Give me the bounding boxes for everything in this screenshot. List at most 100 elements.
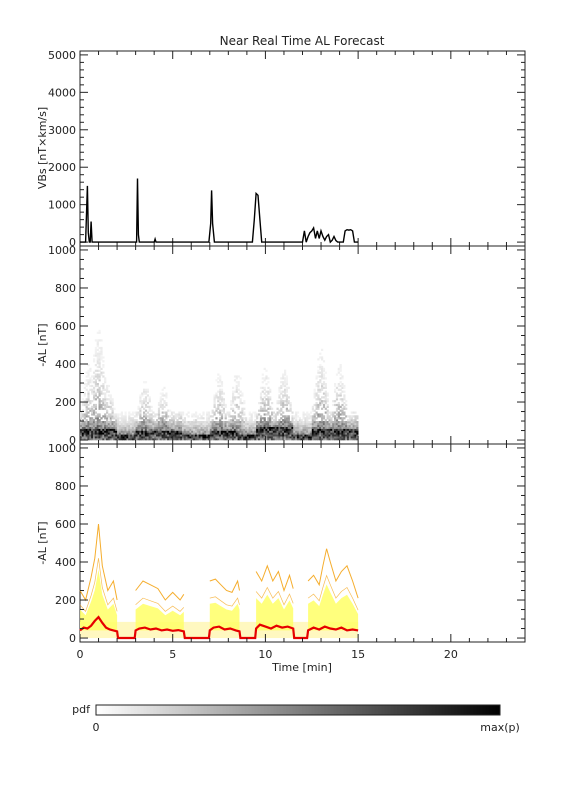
- pdf-cell: [343, 386, 346, 389]
- pdf-cell: [339, 365, 342, 369]
- pdf-cell: [106, 422, 109, 426]
- pdf-cell: [348, 434, 352, 437]
- pdf-cell: [219, 398, 222, 401]
- pdf-cell: [144, 405, 148, 408]
- pdf-cell: [334, 432, 337, 435]
- pdf-cell: [254, 424, 257, 427]
- pdf-cell: [343, 430, 346, 433]
- pdf-cell: [183, 434, 186, 437]
- pdf-cell: [94, 381, 97, 384]
- pdf-cell: [130, 432, 133, 435]
- pdf-cell: [354, 428, 357, 431]
- pdf-cell: [152, 434, 155, 437]
- pdf-cell: [217, 400, 220, 403]
- pdf-cell: [220, 417, 224, 420]
- pdf-cell: [89, 388, 92, 391]
- pdf-cell: [87, 369, 90, 372]
- pdf-cell: [291, 417, 294, 420]
- pdf-cell: [326, 430, 329, 433]
- pdf-cell: [89, 402, 92, 405]
- pdf-cell: [276, 400, 279, 403]
- pdf-cell: [296, 428, 300, 431]
- pdf-cell: [85, 402, 88, 405]
- pdf-cell: [81, 428, 85, 431]
- pdf-cell: [241, 417, 244, 420]
- pdf-cell: [100, 352, 103, 355]
- pdf-cell: [211, 428, 214, 431]
- pdf-cell: [198, 438, 201, 441]
- pdf-cell: [306, 417, 309, 420]
- pdf-cell: [241, 428, 244, 431]
- pdf-cell: [282, 436, 285, 439]
- pdf-cell: [272, 428, 275, 431]
- pdf-cell: [226, 432, 229, 435]
- pdf-cell: [106, 434, 109, 437]
- pdf-cell: [313, 430, 316, 433]
- pdf-cell: [280, 377, 283, 380]
- pdf-cell: [328, 415, 331, 418]
- pdf-cell: [302, 424, 305, 427]
- pdf-cell: [146, 422, 149, 426]
- pdf-cell: [254, 422, 257, 426]
- pdf-cell: [217, 384, 220, 388]
- pdf-cell: [211, 426, 214, 429]
- pdf-cell: [98, 346, 101, 350]
- pdf-cell: [130, 436, 133, 439]
- pdf-cell: [133, 438, 136, 441]
- pdf-cell: [276, 411, 279, 414]
- pdf-cell: [144, 422, 148, 426]
- pdf-cell: [267, 432, 270, 435]
- pdf-cell: [222, 426, 225, 429]
- pdf-cell: [233, 396, 237, 399]
- pdf-cell: [98, 407, 101, 410]
- pdf-cell: [263, 379, 266, 382]
- pdf-cell: [335, 424, 339, 427]
- pdf-cell: [243, 411, 246, 414]
- pdf-cell: [83, 430, 86, 433]
- pdf-cell: [248, 421, 251, 424]
- pdf-cell: [243, 438, 246, 441]
- pdf-cell: [170, 434, 174, 437]
- pdf-cell: [91, 413, 94, 416]
- pdf-cell: [219, 436, 222, 439]
- pdf-cell: [102, 436, 105, 439]
- pdf-cell: [296, 422, 300, 426]
- pdf-cell: [178, 415, 181, 418]
- pdf-cell: [354, 432, 357, 435]
- al-envelope-line-inner: [255, 586, 294, 606]
- pdf-cell: [141, 422, 144, 426]
- pdf-cell: [195, 432, 198, 435]
- pdf-cell: [324, 386, 327, 389]
- pdf-cell: [276, 421, 279, 424]
- pdf-cell: [237, 375, 240, 378]
- pdf-cell: [317, 413, 320, 416]
- pdf-cell: [348, 428, 352, 431]
- pdf-cell: [245, 417, 248, 420]
- pdf-cell: [233, 411, 237, 414]
- pdf-cell: [215, 436, 218, 439]
- pdf-cell: [302, 436, 305, 439]
- pdf-cell: [241, 407, 244, 410]
- pdf-cell: [345, 403, 348, 407]
- pdf-cell: [167, 426, 170, 429]
- pdf-cell: [217, 411, 220, 414]
- pdf-cell: [356, 434, 359, 437]
- pdf-cell: [89, 407, 92, 410]
- pdf-cell: [131, 430, 135, 433]
- pdf-cell: [302, 415, 305, 418]
- pdf-cell: [219, 392, 222, 395]
- pdf-cell: [220, 438, 224, 441]
- pdf-cell: [250, 430, 253, 433]
- pdf-cell: [131, 428, 135, 431]
- pdf-cell: [278, 430, 281, 433]
- pdf-cell: [187, 430, 190, 433]
- pdf-cell: [170, 426, 174, 429]
- pdf-cell: [220, 381, 224, 384]
- pdf-cell: [100, 354, 103, 357]
- pdf-cell: [174, 417, 177, 420]
- pdf-cell: [152, 421, 155, 424]
- pdf-cell: [334, 411, 337, 414]
- pdf-cell: [215, 438, 218, 441]
- pdf-cell: [287, 436, 290, 439]
- pdf-cell: [308, 434, 311, 437]
